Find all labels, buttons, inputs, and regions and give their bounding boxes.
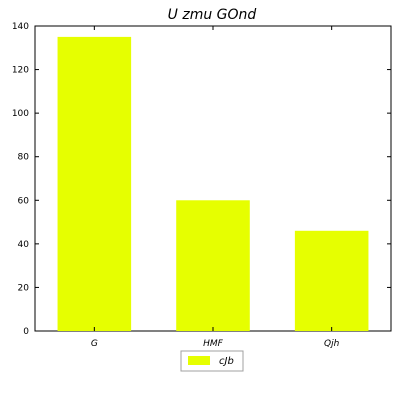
legend: cJb (180, 350, 244, 372)
bar-g (57, 36, 132, 332)
legend-swatch-cjb (188, 356, 210, 365)
y-tick-label: 80 (18, 153, 30, 163)
bars-group (57, 36, 369, 332)
y-tick-label: 0 (23, 327, 29, 337)
y-tick-label: 20 (18, 283, 30, 293)
y-tick-label: 60 (18, 196, 30, 206)
bar-qjh (294, 230, 369, 331)
bar-hmf (176, 200, 250, 331)
y-axis: 0 20 40 60 80 100 120 140 (12, 22, 391, 337)
y-tick-label: 40 (18, 240, 30, 250)
y-tick-label: 140 (12, 22, 29, 32)
chart-title: U zmu GOnd (168, 7, 257, 23)
y-tick-label: 120 (12, 66, 29, 76)
x-category-label: G (91, 339, 98, 349)
y-tick-label: 100 (12, 109, 29, 119)
x-category-label: HMF (203, 339, 224, 349)
x-axis: G HMF Qjh (91, 26, 340, 349)
x-category-label: Qjh (324, 339, 340, 349)
legend-label-cjb: cJb (219, 356, 234, 367)
